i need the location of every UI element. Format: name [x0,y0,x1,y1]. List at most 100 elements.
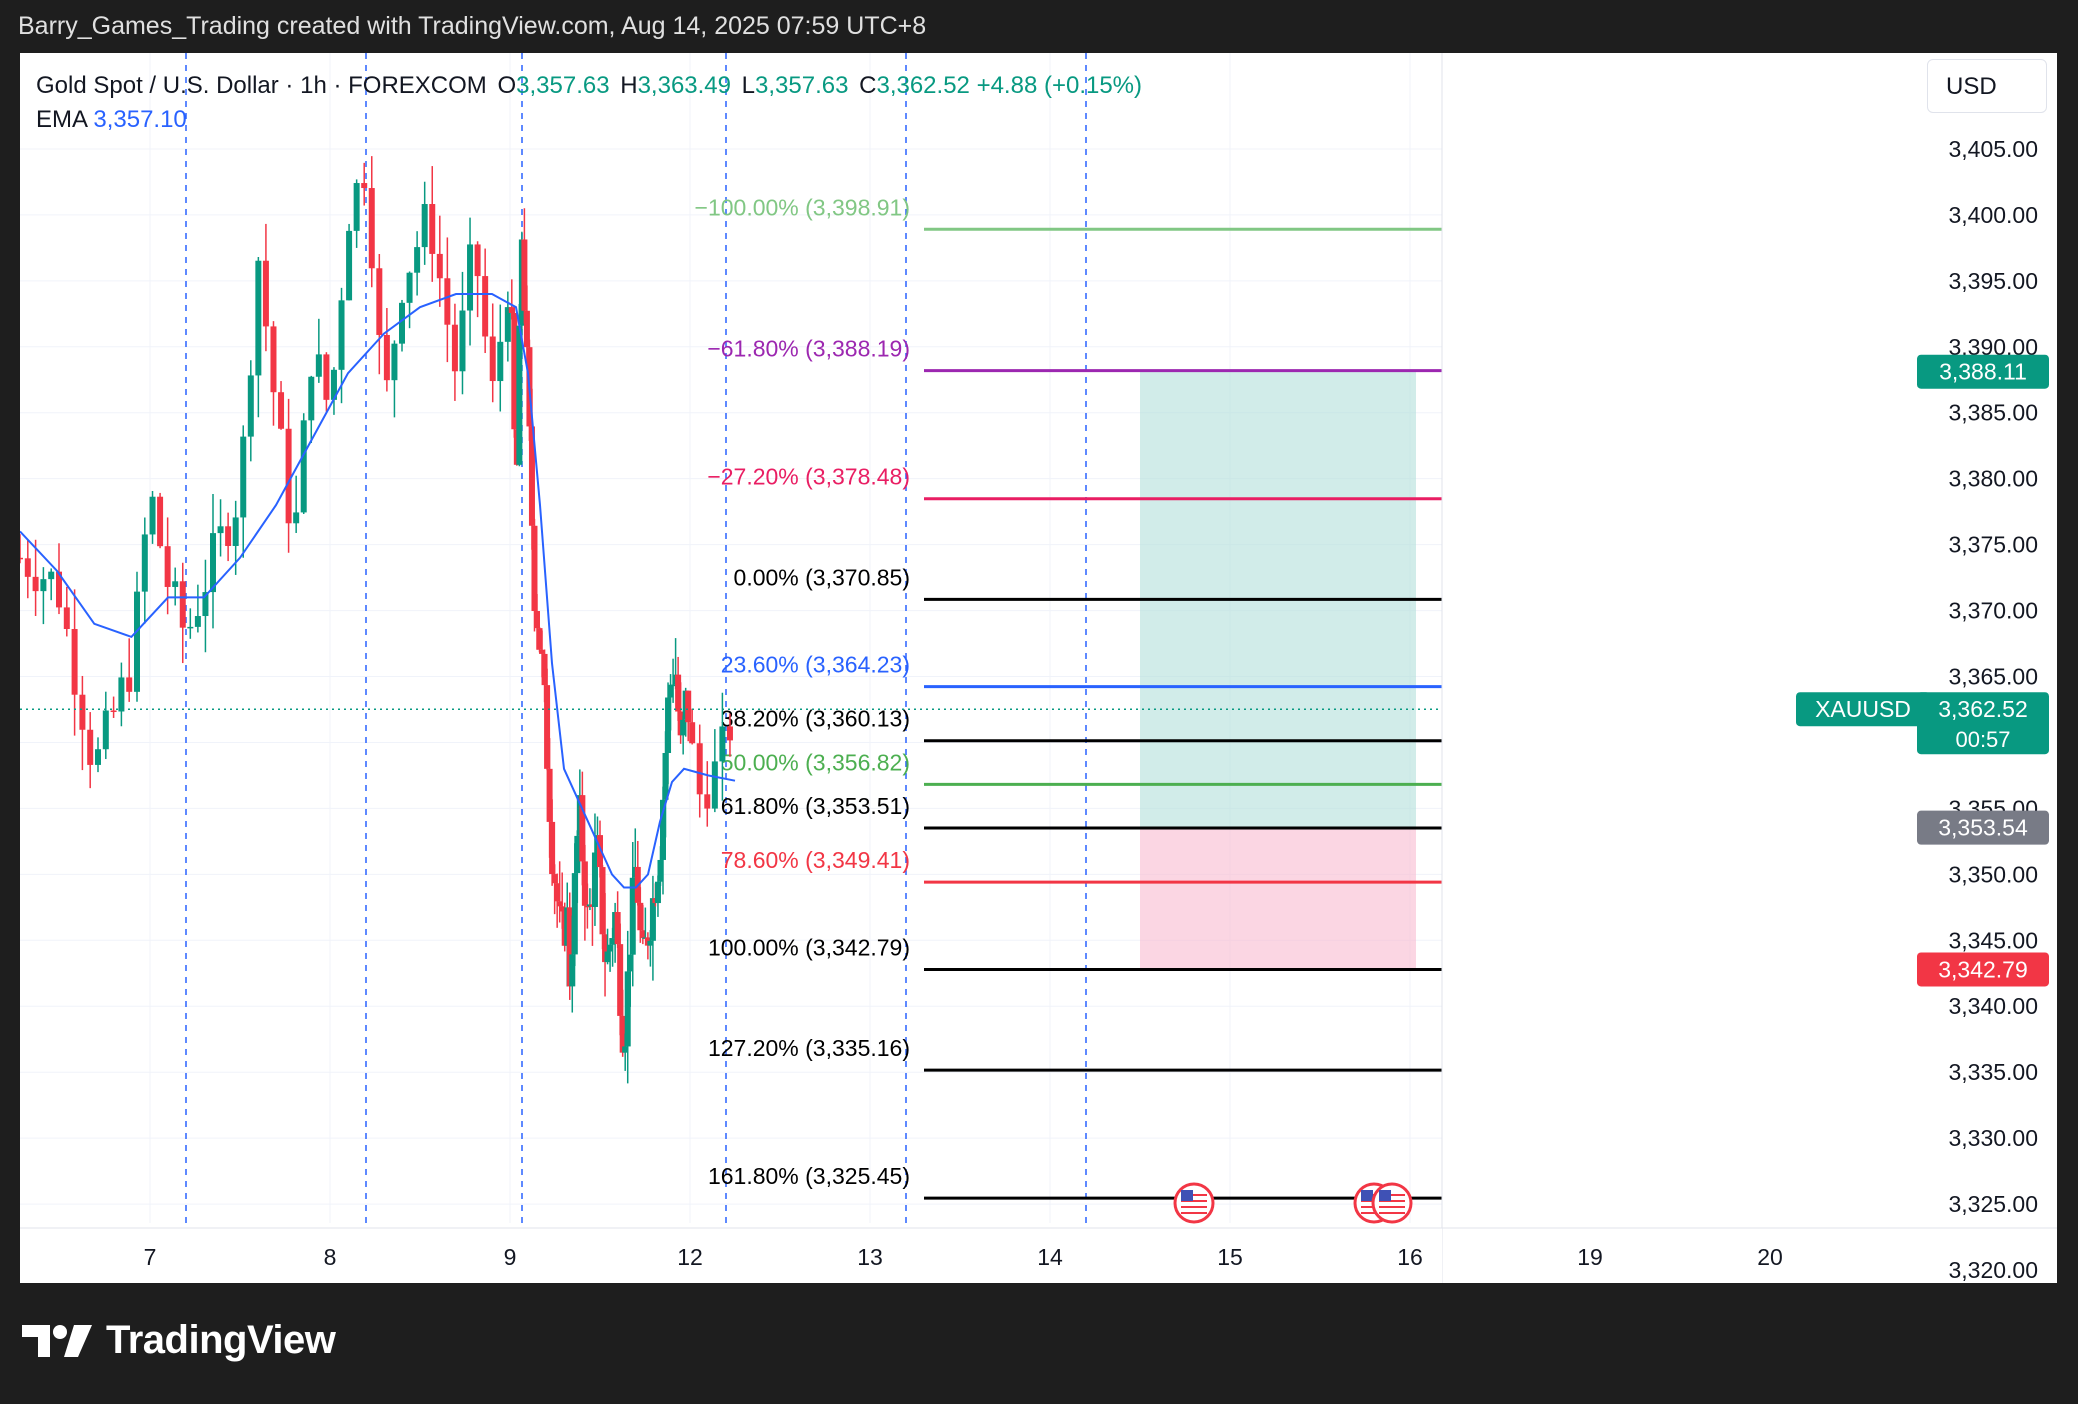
us-event-flag-icon[interactable] [1371,1182,1413,1224]
candle-down [87,729,94,765]
time-axis-tick: 20 [1757,1244,1783,1270]
candle-up [293,512,300,524]
candle-down [554,883,561,902]
us-event-flag-canton [1181,1190,1193,1201]
candle-up [421,204,428,248]
time-axis-tick: 12 [677,1244,703,1270]
candle-down [556,901,563,907]
candle-down [368,188,375,269]
price-axis-tick: 3,400.00 [1948,202,2038,228]
fib-level-label: −100.00% (3,398.91) [695,194,910,220]
candle-down [539,649,546,654]
candle-down [270,326,277,393]
candle-down [685,690,692,723]
candle-up [670,684,677,687]
price-label-text: 3,342.79 [1938,956,2028,982]
candle-up [353,183,360,231]
candle-down [614,912,621,945]
chart-caption: Barry_Games_Trading created with Trading… [18,12,927,40]
fib-level-label: 127.20% (3,335.16) [708,1035,910,1061]
low-value: 3,357.63 [755,72,849,99]
candle-down [599,867,606,935]
candle-up [662,753,669,800]
candle-down [523,310,530,348]
candle-down [444,278,451,325]
candle-up [202,592,209,617]
candle-down [511,312,518,430]
candle-down [544,685,551,769]
candle-down [639,930,646,939]
candle-down [597,835,603,868]
price-chart[interactable]: −100.00% (3,398.91) −61.80% (3,388.19) −27… [20,53,2057,1283]
candle-up [660,799,666,860]
candle-up [627,954,634,972]
candle-up [232,517,239,546]
price-axis-tick: 3,320.00 [1948,1257,2038,1283]
time-axis-panel[interactable] [20,1228,1442,1283]
candle-down [24,558,31,577]
us-event-flag-icon[interactable] [1173,1182,1215,1224]
candle-down [559,906,566,912]
candle-down [581,861,588,906]
ema-line [20,293,736,889]
candle-down [278,392,285,429]
close-value: 3,362.52 [876,72,970,99]
candle-down [285,428,292,524]
currency-button[interactable]: USD [1927,59,2047,113]
candle-up [647,940,654,946]
time-axis-tick: 14 [1037,1244,1063,1270]
chart-panel[interactable]: −100.00% (3,398.91) −61.80% (3,388.19) −27… [20,53,2057,1283]
fib-level-label: 0.00% (3,370.85) [734,564,910,590]
candle-down [56,571,62,608]
candle-up [711,761,718,809]
candle-up [399,302,405,344]
candle-down [617,944,624,1016]
candle-up [609,938,616,945]
ema-label[interactable]: EMA [36,106,87,133]
candle-up [569,954,576,987]
candle-down [534,611,540,629]
candle-down [637,902,644,931]
position-stop-zone [1140,827,1416,970]
candle-down [675,674,682,712]
candle-down [531,525,538,612]
candle-up [40,579,47,592]
price-axis-tick: 3,375.00 [1948,532,2038,558]
symbol-title[interactable]: Gold Spot / U.S. Dollar · 1h · FOREXCOM [36,72,487,99]
close-label: C [859,72,877,99]
price-axis-tick: 3,365.00 [1948,664,2038,690]
price-label-tag [1917,354,2049,389]
candle-up [574,835,581,874]
candle-down [528,426,535,526]
candle-down [126,677,133,692]
candle-up [604,951,611,963]
candle-up [571,873,578,955]
candle-up [102,710,109,750]
fib-level-label: 161.80% (3,325.45) [708,1163,910,1189]
candle-up [719,726,726,762]
candle-down [602,934,609,963]
candle-down [521,239,528,311]
candle-up [406,272,413,303]
price-axis-tick: 3,345.00 [1948,927,2038,953]
candle-up [187,626,194,629]
price-axis-tick: 3,350.00 [1948,861,2038,887]
tradingview-logo-icon [22,1324,92,1357]
candle-up [591,852,598,907]
candle-up [346,230,353,301]
price-axis-tick: 3,385.00 [1948,400,2038,426]
candle-up [330,369,337,400]
time-axis-tick: 8 [324,1244,337,1270]
candle-down [579,795,586,862]
candle-down [549,821,556,875]
candle-down [541,653,548,686]
candle-up [300,420,307,513]
candle-up [338,300,345,370]
price-axis-panel[interactable] [1442,53,2057,1283]
fib-level-label: −61.80% (3,388.19) [707,336,910,362]
candle-down [619,1015,626,1053]
fib-level-label: 38.20% (3,360.13) [721,706,910,732]
low-label: L [741,72,756,99]
price-label-text: 3,388.11 [1939,359,2027,385]
candle-up [667,684,674,698]
